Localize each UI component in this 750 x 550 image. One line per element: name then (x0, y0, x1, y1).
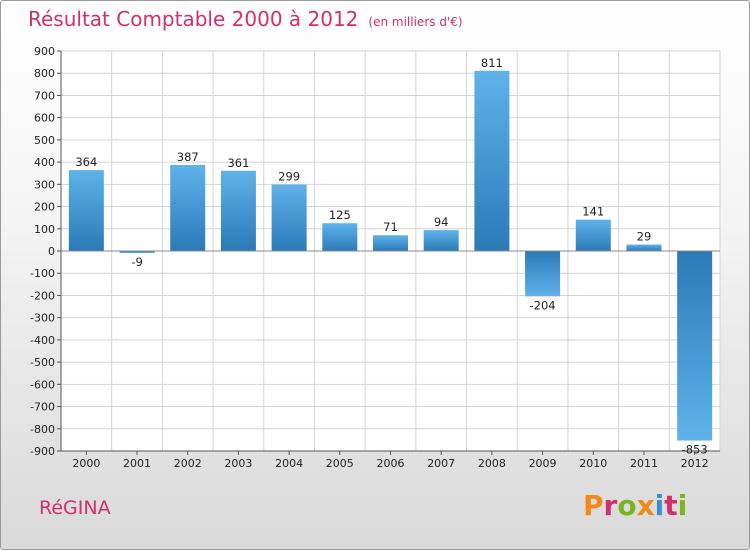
value-label-2006: 71 (383, 220, 398, 234)
x-tick-label-2001: 2001 (123, 457, 151, 470)
y-tick-label: 100 (34, 223, 55, 236)
bar-2004[interactable] (271, 184, 307, 251)
bar-2010[interactable] (575, 219, 611, 251)
x-tick-label-2000: 2000 (72, 457, 100, 470)
y-tick-label: 700 (34, 89, 55, 102)
x-tick-label-2005: 2005 (326, 457, 354, 470)
x-tick-label-2009: 2009 (529, 457, 557, 470)
labels: 900 800 700 600 500 400 300 200 100 0 -100 -200 -300… (30, 45, 709, 470)
y-tick-label: -100 (30, 267, 55, 280)
bar-2006[interactable] (373, 235, 408, 251)
logo-letter: r (603, 489, 618, 522)
y-tick-label: 0 (48, 245, 55, 258)
x-tick-label-2012: 2012 (681, 457, 709, 470)
y-tick-label: -400 (30, 334, 55, 347)
y-tick-label: 800 (34, 67, 55, 80)
value-label-2003: 361 (227, 156, 249, 170)
bar-2005[interactable] (322, 223, 358, 251)
logo-letter: x (636, 489, 655, 522)
proxiti-logo[interactable]: Proxiti (583, 489, 687, 522)
chart-title-text: Résultat Comptable 2000 à 2012 (28, 7, 359, 31)
value-label-2008: 811 (481, 56, 503, 70)
value-label-2012: -853 (682, 443, 708, 457)
bar-2012[interactable] (677, 251, 713, 441)
value-label-2009: -204 (530, 298, 556, 312)
town-name: RéGINA (39, 497, 111, 519)
logo-letter: i (654, 489, 665, 522)
logo-letter: o (617, 489, 637, 522)
y-tick-label: -500 (30, 356, 55, 369)
bars (68, 70, 713, 441)
y-tick-label: -900 (30, 445, 55, 458)
chart-title: Résultat Comptable 2000 à 2012 (en millie… (28, 7, 463, 31)
y-tick-label: 300 (34, 178, 55, 191)
x-tick-label-2004: 2004 (275, 457, 303, 470)
y-tick-label: 600 (34, 112, 55, 125)
bar-2008[interactable] (474, 70, 510, 252)
bar-2011[interactable] (626, 244, 662, 251)
x-tick-label-2010: 2010 (579, 457, 607, 470)
bar-2003[interactable] (220, 170, 256, 251)
x-tick-label-2008: 2008 (478, 457, 506, 470)
y-tick-label: -700 (30, 401, 55, 414)
value-label-2004: 299 (278, 170, 300, 184)
bar-2000[interactable] (68, 170, 104, 251)
x-tick-label-2006: 2006 (377, 457, 405, 470)
logo-letter: P (583, 489, 604, 522)
value-label-2005: 125 (329, 208, 351, 222)
bar-2009[interactable] (525, 251, 561, 297)
value-label-2001: -9 (131, 255, 142, 269)
axes (57, 50, 720, 455)
x-tick-label-2003: 2003 (224, 457, 252, 470)
bar-2007[interactable] (423, 230, 459, 251)
y-tick-label: -300 (30, 312, 55, 325)
logo-letter: i (677, 489, 688, 522)
value-label-2002: 387 (177, 150, 199, 164)
y-tick-label: 200 (34, 201, 55, 214)
y-tick-label: 500 (34, 134, 55, 147)
bar-2001[interactable] (119, 251, 155, 253)
value-label-2011: 29 (637, 230, 652, 244)
logo-letter: t (664, 489, 678, 522)
y-tick-label: 400 (34, 156, 55, 169)
x-tick-label-2002: 2002 (174, 457, 202, 470)
bar-2002[interactable] (170, 165, 206, 251)
value-label-2010: 141 (582, 205, 604, 219)
y-tick-label: -800 (30, 423, 55, 436)
value-label-2007: 94 (434, 215, 449, 229)
y-tick-label: -200 (30, 289, 55, 302)
value-label-2000: 364 (75, 155, 97, 169)
y-tick-label: -600 (30, 378, 55, 391)
chart-subtitle: (en milliers d'€) (368, 15, 463, 29)
x-tick-label-2007: 2007 (427, 457, 455, 470)
y-tick-label: 900 (34, 45, 55, 58)
x-tick-label-2011: 2011 (630, 457, 658, 470)
